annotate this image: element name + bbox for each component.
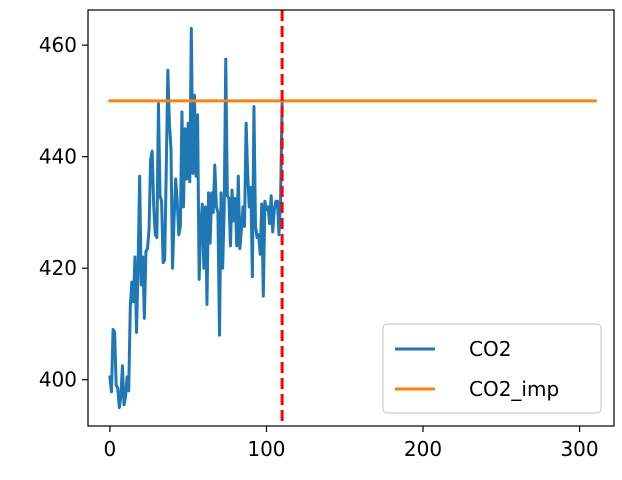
axis-ticks: 0 100 200 300 400 420 440 460 <box>39 33 599 461</box>
x-tick-label: 300 <box>560 437 598 461</box>
legend: CO2 CO2_imp <box>382 323 602 414</box>
plot-area <box>108 10 597 426</box>
legend-label-co2: CO2 <box>469 337 511 361</box>
axes-frame <box>87 9 615 427</box>
y-tick-label: 460 <box>39 33 77 57</box>
series-line-co2 <box>108 26 284 410</box>
y-tick-label: 420 <box>39 256 77 280</box>
legend-box <box>382 323 602 414</box>
x-tick-label: 200 <box>404 437 442 461</box>
x-tick-label: 100 <box>247 437 285 461</box>
legend-label-co2-imp: CO2_imp <box>469 377 559 401</box>
x-tick-label: 0 <box>104 437 117 461</box>
y-tick-label: 400 <box>39 368 77 392</box>
y-tick-label: 440 <box>39 145 77 169</box>
